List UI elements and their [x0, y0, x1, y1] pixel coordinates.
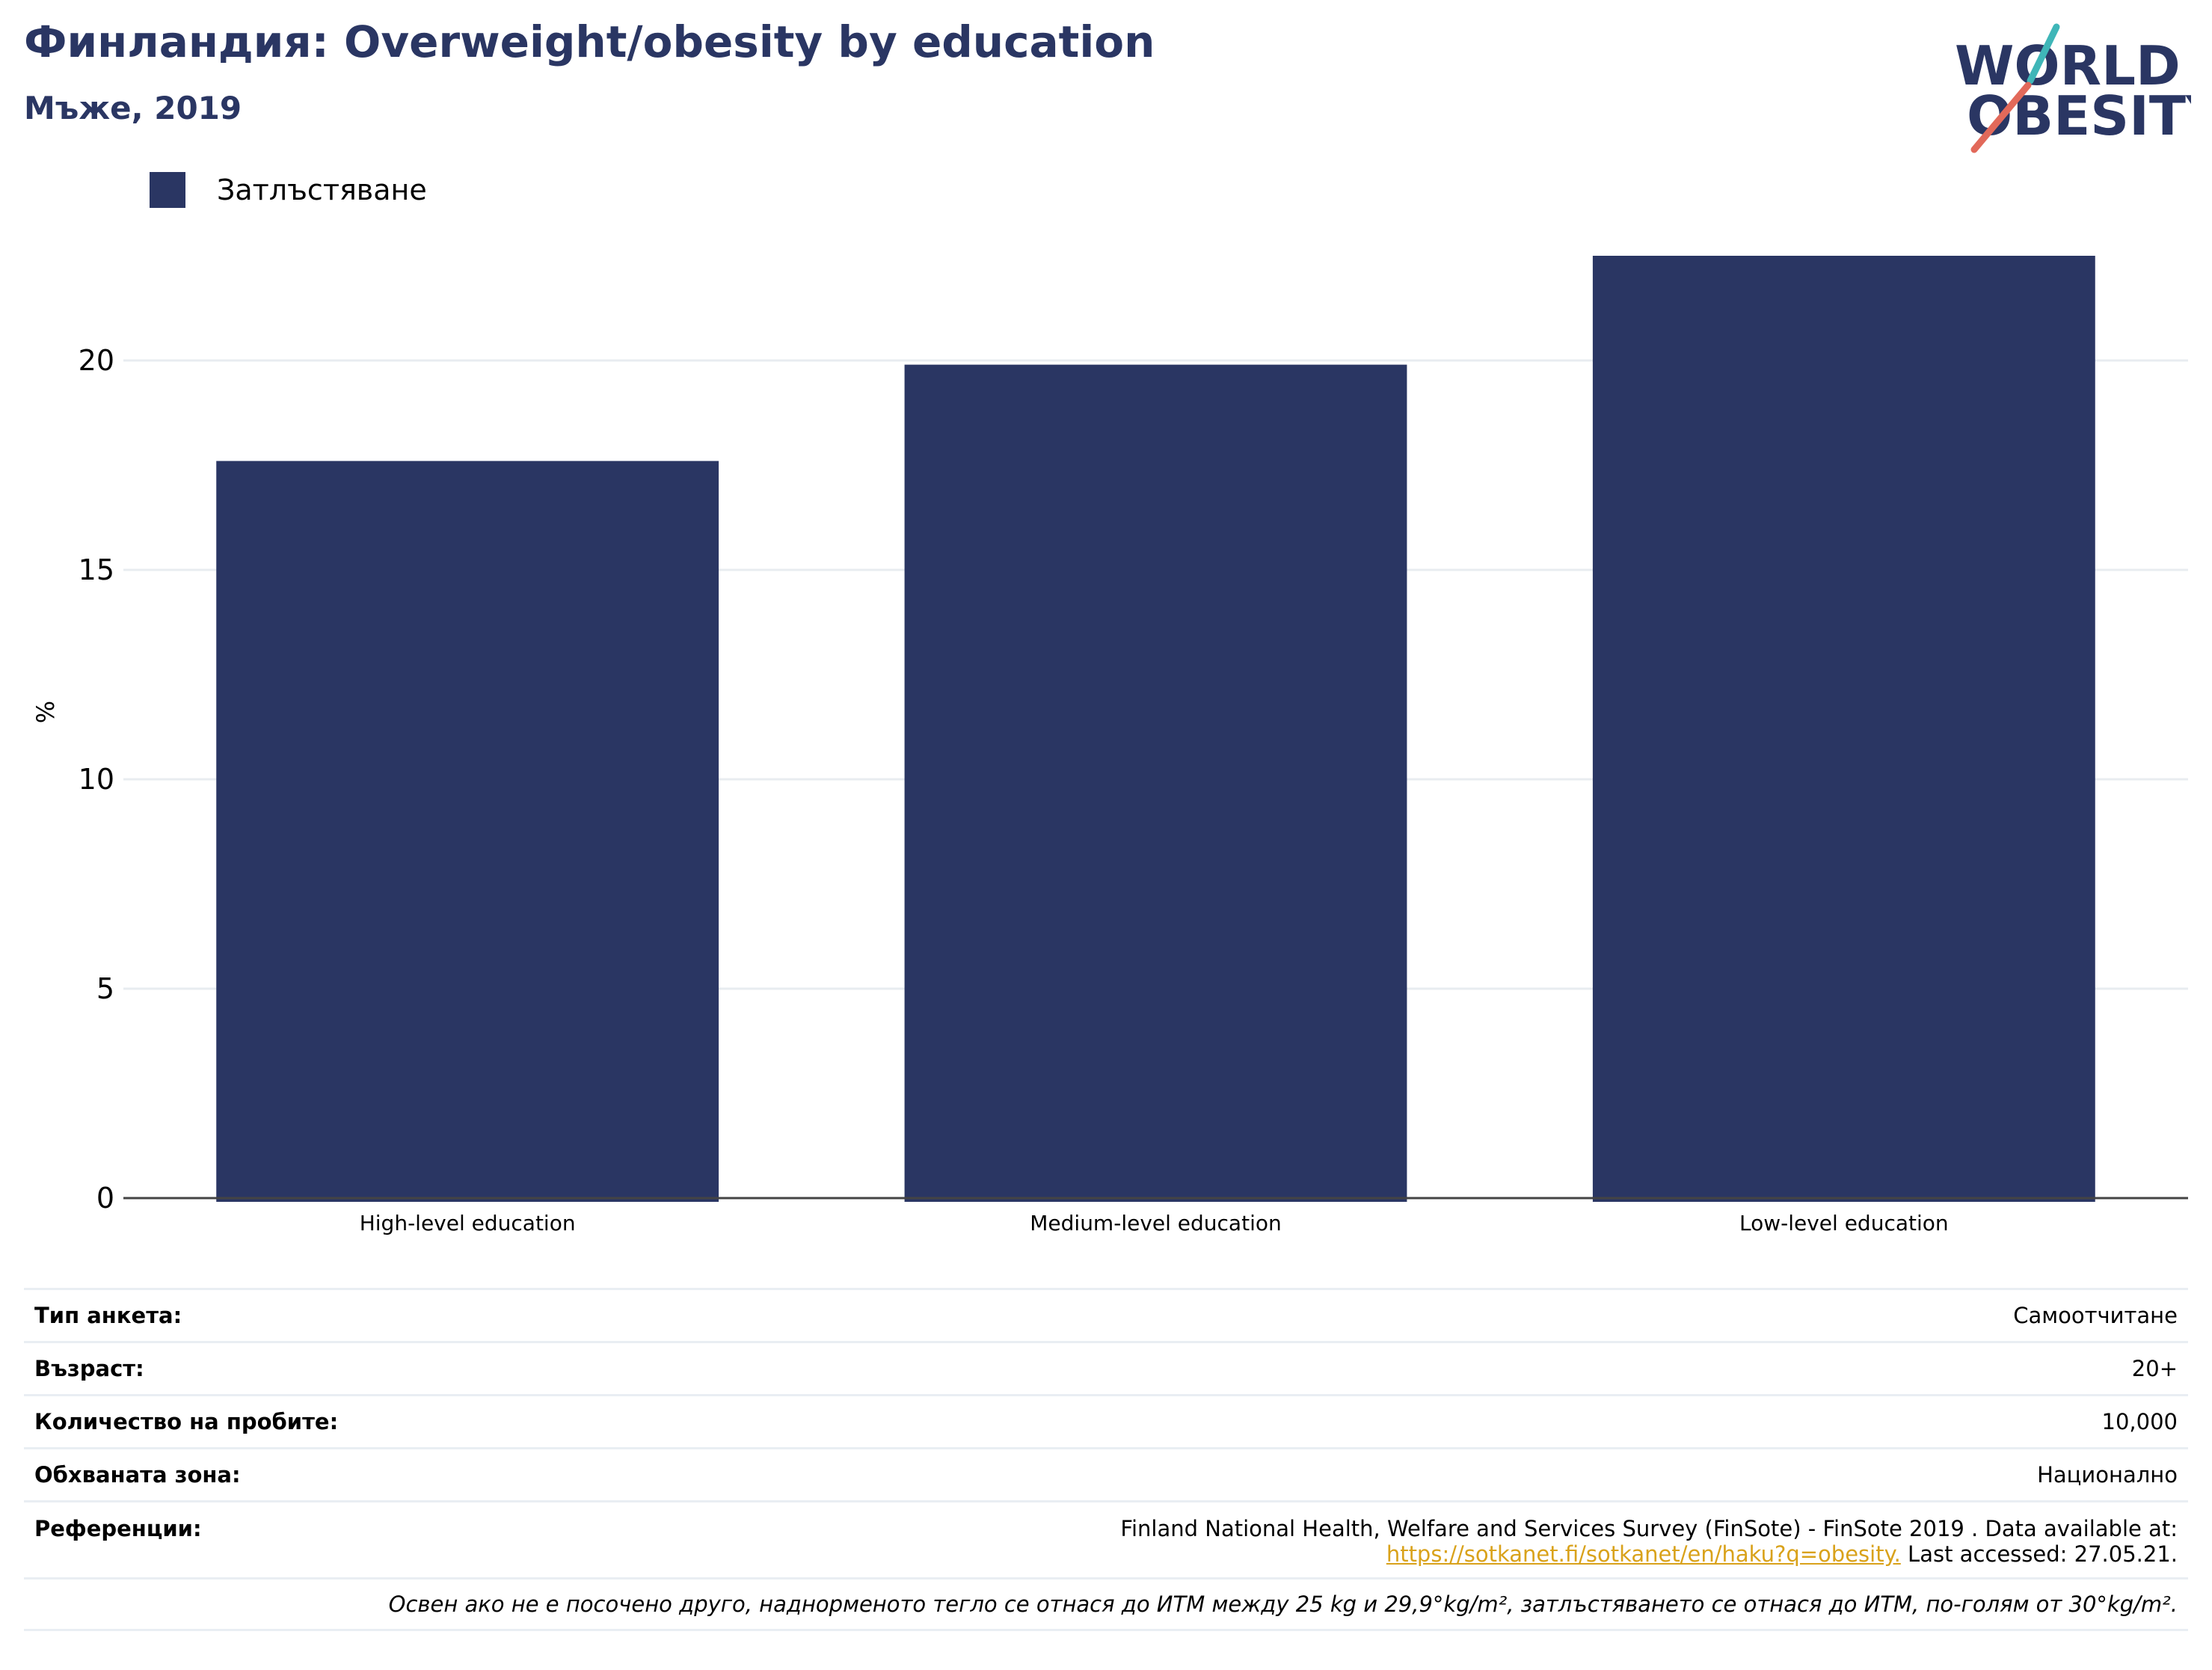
y-tick-label: 20 [79, 344, 114, 377]
survey-info-table: Тип анкета: Самоотчитане Възраст: 20+ Ко… [24, 1288, 2188, 1631]
info-value: 10,000 [2101, 1409, 2178, 1434]
references-text: Finland National Health, Welfare and Ser… [1120, 1516, 2178, 1541]
info-value: Самоотчитане [2013, 1303, 2178, 1328]
chart-subtitle: Мъже, 2019 [24, 90, 242, 126]
y-tick-label: 0 [96, 1182, 114, 1215]
y-tick-label: 15 [79, 553, 114, 586]
logo-slash-teal [2027, 23, 2060, 85]
info-row-survey-type: Тип анкета: Самоотчитане [24, 1288, 2188, 1341]
references-line2: https://sotkanet.fi/sotkanet/en/haku?q=o… [1120, 1541, 2178, 1567]
chart-legend: Затлъстяване [150, 172, 427, 208]
info-label: Тип анкета: [34, 1303, 182, 1328]
legend-swatch [150, 172, 185, 208]
info-row-age: Възраст: 20+ [24, 1341, 2188, 1394]
info-label: Възраст: [34, 1356, 144, 1381]
x-tick-label: Low-level education [1739, 1211, 1949, 1235]
logo-slash-coral [1970, 82, 2032, 153]
logo-line1: WORLD [1955, 34, 2181, 97]
x-tick-label: High-level education [360, 1211, 576, 1235]
info-row-note: Освен ако не е посочено друго, наднормен… [24, 1577, 2188, 1631]
references-value: Finland National Health, Welfare and Ser… [1120, 1516, 2178, 1567]
info-label: Референции: [34, 1516, 202, 1541]
y-tick-label: 10 [79, 763, 114, 796]
info-row-area: Обхваната зона: Национално [24, 1447, 2188, 1500]
info-value: Национално [2037, 1462, 2178, 1488]
info-label: Количество на пробите: [34, 1409, 339, 1434]
bar [1592, 256, 2095, 1202]
bar-chart: 0 5 10 15 20% High-level education Medium-leve… [31, 256, 2188, 1235]
x-tick-label: Medium-level education [1030, 1211, 1281, 1235]
legend-label: Затлъстяване [217, 174, 427, 206]
bar [216, 461, 719, 1202]
bar [904, 364, 1407, 1203]
bmi-definition-note: Освен ако не е посочено друго, наднормен… [388, 1591, 2178, 1617]
y-axis-label: % [31, 701, 60, 723]
info-label: Обхваната зона: [34, 1462, 241, 1488]
chart-title: Финландия: Overweight/obesity by educati… [24, 16, 1155, 67]
world-obesity-logo: WORLD OBESITY [1955, 23, 2191, 153]
info-value: 20+ [2131, 1356, 2178, 1381]
references-last-accessed: Last accessed: 27.05.21. [1900, 1541, 2178, 1567]
info-row-sample-size: Количество на пробите: 10,000 [24, 1394, 2188, 1447]
y-tick-label: 5 [96, 972, 114, 1005]
info-row-references: Референции: Finland National Health, Wel… [24, 1500, 2188, 1577]
references-link[interactable]: https://sotkanet.fi/sotkanet/en/haku?q=o… [1386, 1541, 1901, 1567]
